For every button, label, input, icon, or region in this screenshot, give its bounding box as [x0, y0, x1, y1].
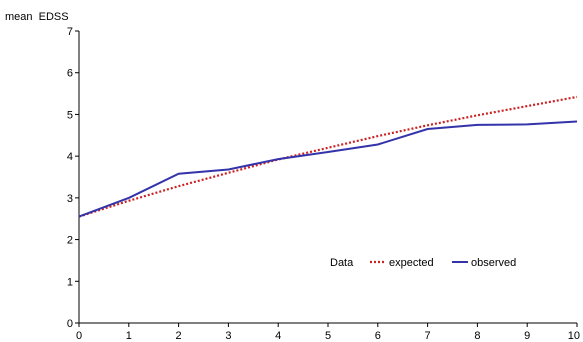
y-tick-label: 4 [67, 151, 73, 163]
x-axis-ticks: 0 1 2 3 4 5 6 7 8 9 10 [76, 323, 580, 342]
x-tick-label: 3 [225, 330, 231, 342]
legend-title: Data [330, 257, 354, 269]
y-tick-label: 6 [67, 68, 73, 80]
y-tick-label: 5 [67, 109, 73, 121]
plot-area [78, 95, 578, 218]
legend: Data expected observed [330, 257, 516, 269]
y-tick-label: 1 [67, 276, 73, 288]
x-tick-label: 0 [76, 330, 82, 342]
y-tick-label: 7 [67, 26, 73, 38]
x-tick-label: 10 [568, 330, 580, 342]
series-line-observed [78, 120, 578, 218]
x-tick-label: 9 [524, 330, 530, 342]
x-tick-label: 6 [375, 330, 381, 342]
y-axis-ticks: 0 1 2 3 4 5 6 7 [67, 26, 79, 330]
legend-label-expected: expected [389, 257, 434, 269]
y-tick-label: 0 [67, 318, 73, 330]
x-tick-label: 1 [126, 330, 132, 342]
y-tick-label: 3 [67, 193, 73, 205]
x-tick-label: 4 [275, 330, 281, 342]
x-tick-label: 7 [425, 330, 431, 342]
legend-label-observed: observed [471, 257, 516, 269]
series-line-expected [78, 95, 578, 218]
x-tick-label: 5 [325, 330, 331, 342]
x-tick-label: 8 [474, 330, 480, 342]
x-tick-label: 2 [176, 330, 182, 342]
y-axis-label: mean EDSS [5, 11, 69, 23]
y-tick-label: 2 [67, 235, 73, 247]
